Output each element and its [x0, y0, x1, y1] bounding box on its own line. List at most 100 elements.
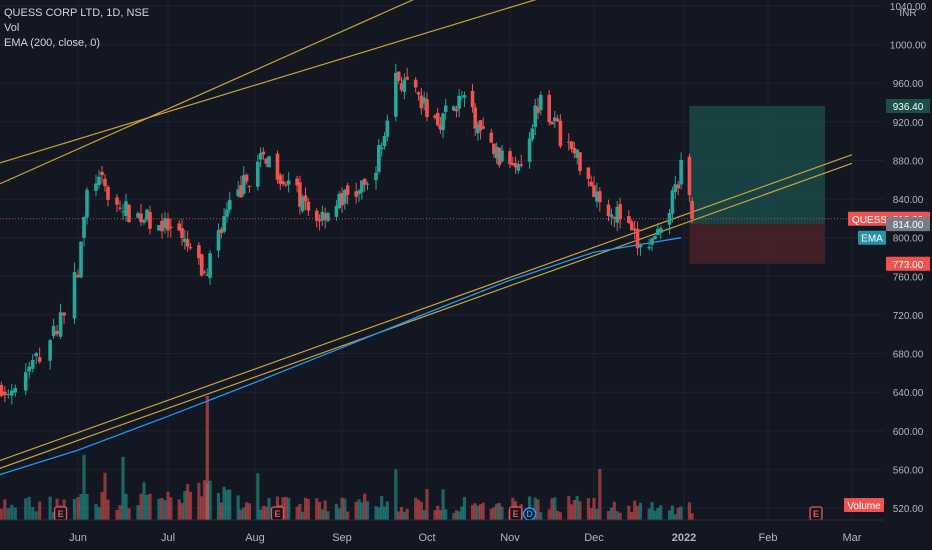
legend-symbol[interactable]: QUESS CORP LTD, 1D, NSE: [4, 7, 150, 19]
candle: [219, 226, 224, 239]
candle: [443, 98, 448, 121]
candle: [435, 107, 440, 127]
volume-bar: [301, 511, 305, 520]
volume-bar: [374, 506, 378, 520]
volume-bar: [343, 498, 347, 520]
candle-body: [653, 236, 657, 240]
candle-body: [656, 229, 660, 236]
legend-volume[interactable]: Vol: [4, 22, 20, 34]
price-axis[interactable]: 1040.00 1000.00 960.00 920.00 880.00 840.00 80…: [884, 0, 932, 550]
candle: [97, 169, 101, 190]
price-tag-text: 814.00: [893, 220, 924, 231]
candle: [216, 223, 221, 258]
volume-bar: [575, 495, 579, 520]
trend-lines[interactable]: [0, 0, 853, 479]
candle-body: [572, 148, 577, 154]
candle-body: [169, 226, 173, 229]
volume-bar: [85, 494, 89, 520]
volume-bar: [94, 504, 98, 520]
volume-bar: [334, 503, 338, 520]
candle: [166, 212, 170, 238]
candle: [160, 213, 164, 239]
candle-body: [629, 221, 634, 231]
volume-bar: [287, 497, 291, 520]
event-markers[interactable]: DEEEDE: [0, 506, 823, 521]
candle-body: [222, 215, 226, 232]
candle-body: [145, 209, 149, 220]
time-axis[interactable]: Jun Jul Aug Sep Oct Nov Dec 2022 Feb Mar: [0, 519, 884, 550]
volume-bar: [650, 502, 654, 520]
volume-bar: [326, 511, 330, 520]
volume-bar-spike: [205, 396, 209, 520]
volume-bar: [315, 498, 319, 520]
candle-body: [470, 90, 475, 108]
candle: [416, 91, 421, 101]
volume-bar: [100, 491, 104, 520]
ema-line-group: [0, 237, 682, 476]
candle-body: [267, 156, 271, 168]
candle-body: [258, 153, 263, 160]
candle: [489, 128, 494, 144]
candle-body: [402, 79, 407, 92]
candle-body: [476, 124, 480, 134]
volume-bar: [188, 491, 193, 520]
volume-bar: [79, 493, 83, 520]
candle: [618, 197, 622, 229]
candle-body: [433, 115, 437, 118]
volume-bar: [656, 507, 660, 520]
candle-body: [284, 184, 288, 186]
volume-bar: [160, 497, 164, 520]
candle: [197, 241, 201, 265]
candle-body: [3, 391, 7, 396]
candle: [106, 185, 110, 207]
candle: [55, 324, 59, 337]
time-tick-label: Aug: [245, 532, 265, 544]
price-tag-profit: 936.40: [886, 99, 930, 114]
candle-body: [399, 83, 404, 91]
candle-body: [530, 128, 535, 140]
volume-bar: [157, 498, 161, 520]
volume-bar: [416, 499, 421, 520]
candle: [225, 201, 229, 224]
candle: [473, 103, 477, 137]
candle: [227, 191, 232, 214]
volume-bar: [627, 505, 631, 520]
candle-body: [679, 159, 683, 185]
candle-body: [244, 174, 249, 182]
volume-bar: [687, 502, 692, 520]
candle: [612, 216, 617, 228]
candle: [539, 91, 543, 116]
candle: [462, 91, 467, 108]
candle-body: [676, 184, 680, 189]
price-tag-ema: EMA: [858, 230, 886, 245]
candle-body: [166, 218, 170, 231]
candle: [615, 200, 620, 232]
candle: [183, 229, 187, 250]
earnings-marker-text: E: [513, 509, 519, 519]
volume-bar: [433, 510, 437, 520]
volume-bar: [115, 509, 119, 520]
candle: [222, 207, 226, 234]
volume-bar: [121, 456, 125, 520]
volume-bar: [31, 507, 35, 520]
candle: [185, 230, 190, 253]
candle: [317, 214, 322, 231]
legend-ema[interactable]: EMA (200, close, 0): [4, 37, 100, 49]
candle: [555, 114, 560, 122]
candle: [30, 354, 35, 373]
candle-body: [575, 149, 579, 158]
candle-body: [202, 271, 207, 273]
candle-body: [62, 312, 66, 316]
candle-body: [124, 201, 128, 216]
volume-bar: [284, 496, 288, 520]
candle: [354, 182, 358, 204]
volume-bar: [633, 500, 637, 520]
candle: [673, 175, 678, 199]
candle-body: [97, 176, 101, 186]
candle-body: [72, 271, 77, 319]
candle: [258, 147, 263, 168]
volume-bar: [363, 493, 367, 520]
volume-bar: [183, 490, 187, 520]
volume-bar: [239, 509, 243, 520]
